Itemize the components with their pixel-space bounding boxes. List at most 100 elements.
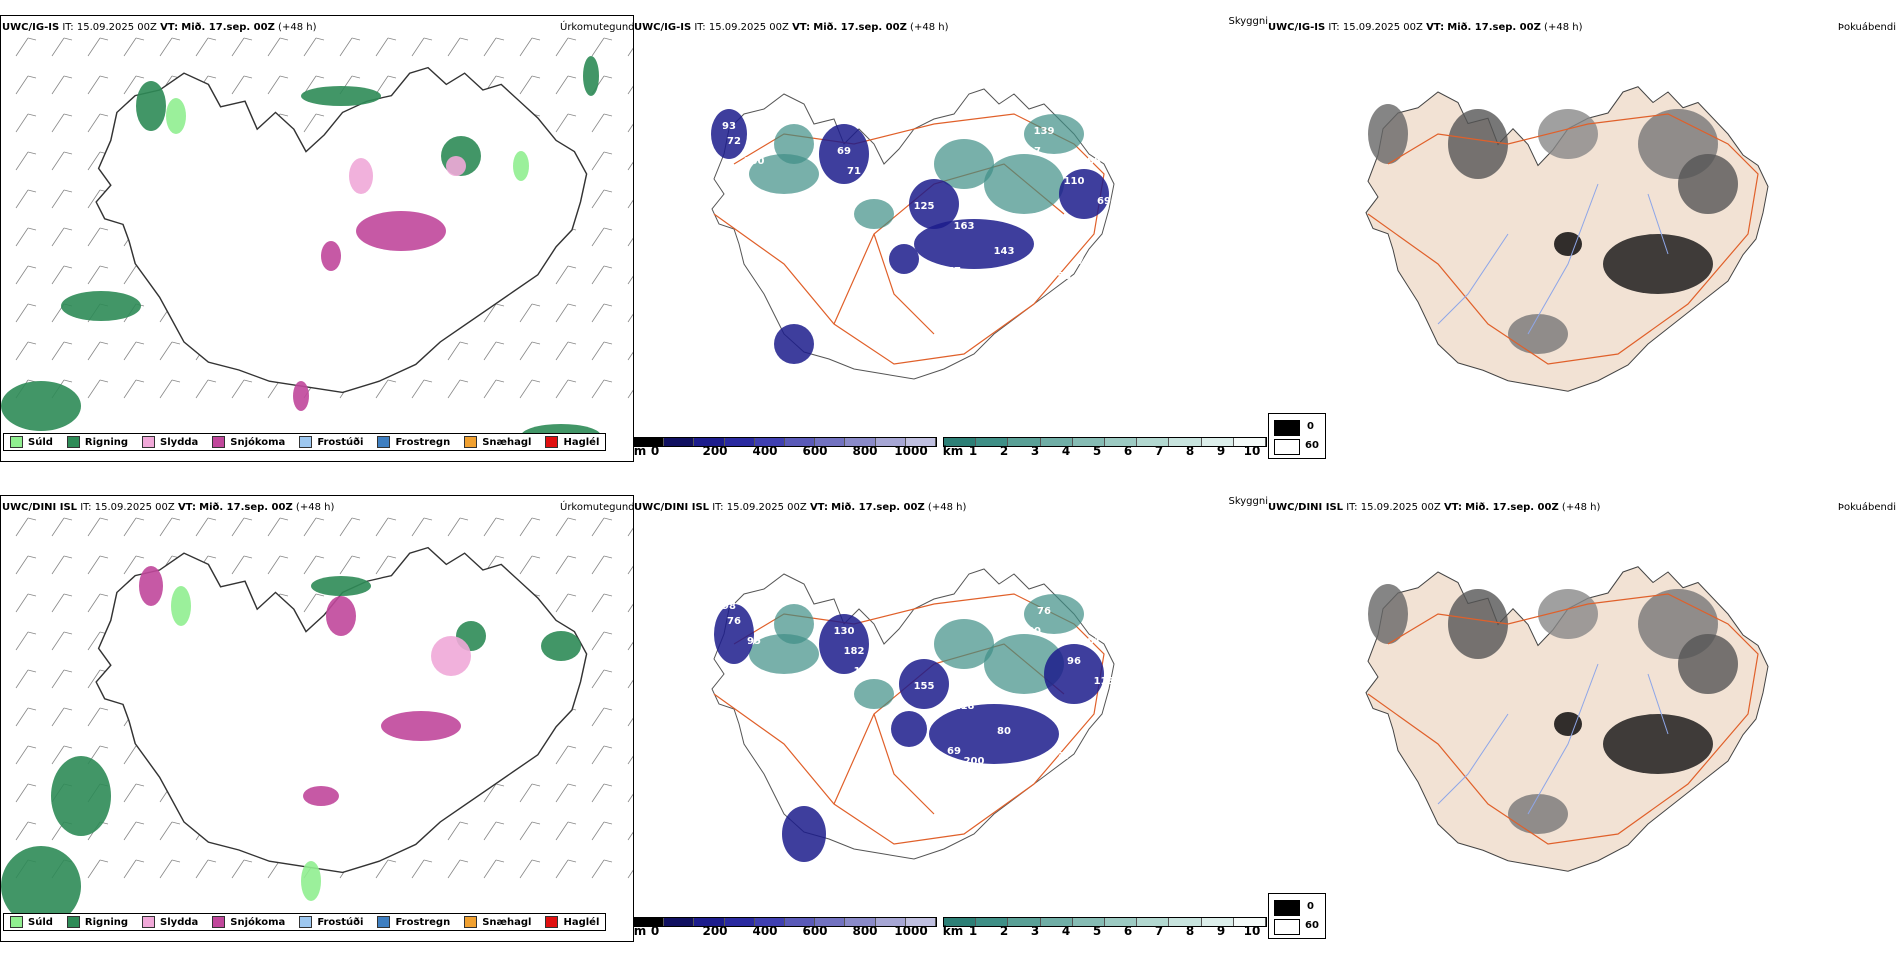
cloud-base-tick: 1000 [894,924,928,938]
cloud-base-area [909,179,959,229]
fog-indicator-area [1603,234,1713,294]
fog-indicator-area [1678,154,1738,214]
legend-item-slydda: Slydda [142,436,198,448]
cloud-base-value: 80 [1027,761,1041,772]
rivers [1437,663,1669,815]
fog-indicator-area [1554,232,1582,256]
colorbar-segment [1105,918,1138,926]
cloud-base-tick: 200 [702,924,728,938]
fog-legend-bottom: 0 60 [1268,893,1326,939]
precip-map-graphic [1,517,633,926]
cloud-base-tick: 800 [852,924,878,938]
legend-label: Súld [28,916,53,928]
row-bottom: Súld Rigning Slydda Snjókoma Frostúði Frostre… [0,480,1900,950]
visibility-label-bottom: Skyggni [1228,496,1268,507]
legend-label: Snæhagl [482,436,532,448]
legend-label: Súld [28,436,53,448]
cloud-base-value: 155 [914,681,935,692]
legend-label: Haglél [563,436,600,448]
colorbar-segment [1008,918,1041,926]
cloud-base-value: 93 [722,121,736,132]
cloud-base-value: 118 [954,701,975,712]
colorbar-segment [1040,438,1073,446]
cloud-base-tick: 1000 [894,444,928,458]
cloud-base-value: 77 [947,266,961,277]
precip-area [513,151,529,181]
rivers [1437,183,1669,335]
fog-indicator-area [1538,589,1598,639]
cloud-base-value: 98 [722,601,736,612]
precip-type-map-bottom[interactable]: Súld Rigning Slydda Snjókoma Frostúði Frostre… [0,495,634,942]
fog-legend-light-label: 60 [1305,440,1319,451]
cloud-base-value: 110 [1064,176,1085,187]
precip-area [583,56,599,96]
precip-type-map-top[interactable]: Súld Rigning Slydda Snjókoma Frostúði Frostre… [0,15,634,462]
visibility-area [934,139,994,189]
cloud-base-value: 182 [844,646,865,657]
colorbar-segment [634,918,665,926]
cloud-base-value: 80 [997,726,1011,737]
cloud-base-value: 153 [909,651,930,662]
cloud-base-value: 61 [1087,636,1101,647]
colorbar-segment [634,438,665,446]
cloud-base-value: 56 [1057,271,1071,282]
visibility-area [1024,594,1084,634]
fog-indicator-area [1508,794,1568,834]
colorbar-segment [1201,918,1234,926]
cloud-base-value: 72 [727,136,741,147]
legend-swatch [212,916,226,928]
cloud-base-area [899,659,949,709]
legend-swatch [212,436,226,448]
colorbar-segment [976,918,1009,926]
visibility-area [934,619,994,669]
colorbar-segment [785,918,816,926]
legend-item-snjókoma: Snjókoma [212,436,285,448]
cloud-base-tick: 600 [802,444,828,458]
colorbar-segment [1072,918,1106,926]
legend-label: Rigning [84,436,129,448]
legend-label: Slydda [160,916,199,928]
fog-indicator-map-top[interactable] [1268,34,1900,474]
cloud-base-area [782,806,826,862]
cloud-visibility-map-bottom[interactable]: 9876951301821501531551186980768096611132… [634,514,1266,954]
legend-label: Rigning [84,916,129,928]
legend-item-frostregn: Frostregn [377,436,450,448]
precip-area [326,596,356,636]
colorbar-segment [1008,438,1041,446]
fog-indicator-area [1678,634,1738,694]
fog-indicator-label-top: Þokuábendi [1837,22,1896,33]
colorbar-segment [785,438,816,446]
colorbar-segment [724,918,755,926]
precip-area [1,381,81,431]
visibility-tick: 1 [968,924,978,938]
colorbar-segment [1137,438,1170,446]
legend-label: Snjókoma [230,436,286,448]
visibility-tick: 5 [1092,924,1102,938]
colorbar-segment [875,438,906,446]
fog-legend-dark-label: 0 [1307,421,1314,432]
legend-label: Frostregn [395,916,451,928]
cloud-base-area [714,604,754,664]
colorbar-segment [664,438,695,446]
legend-swatch [10,916,23,928]
legend-item-súld: Súld [10,916,53,928]
precip-area [431,636,471,676]
visibility-tick: 8 [1185,924,1195,938]
colorbar-segment [1169,918,1202,926]
cloud-visibility-map-top[interactable]: 9372100697182801251637714313997110886972… [634,34,1266,474]
visibility-area [984,634,1064,694]
cloud-base-area [914,219,1034,269]
colorbar-segment [694,918,725,926]
precip-area [311,576,371,596]
cloud-base-value: 72 [967,276,981,287]
cloud-base-area [819,614,869,674]
visibility-tick: 3 [1030,444,1040,458]
precip-area [301,861,321,901]
colorbar-segment [664,918,695,926]
cloud-title-top: UWC/IG-IS IT: 15.09.2025 00Z VT: Mið. 17… [634,22,949,33]
visibility-area [854,199,894,229]
fog-indicator-map-bottom[interactable] [1268,514,1900,954]
colorbar-segment [1137,918,1170,926]
visibility-area [774,604,814,644]
cloud-base-unit: m [633,924,647,938]
